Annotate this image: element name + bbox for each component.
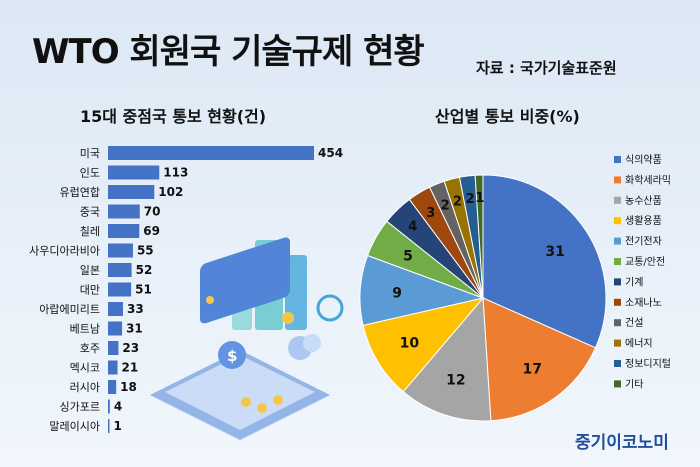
- bar-value-label: 102: [158, 185, 183, 199]
- bar-chart-title: 15대 중점국 통보 현황(건): [80, 107, 267, 126]
- bar: [108, 146, 314, 160]
- bar-category-label: 아랍에미리트: [39, 303, 100, 316]
- pie-slice: [474, 174, 484, 299]
- legend-swatch: [614, 237, 621, 245]
- bar-value-label: 55: [137, 244, 154, 258]
- legend-label: 에너지: [625, 338, 653, 350]
- pie-value-label: 12: [446, 373, 465, 389]
- bar: [108, 399, 110, 414]
- pie-slice: [482, 174, 607, 349]
- bar-category-label: 중국: [80, 206, 100, 219]
- legend-label: 생활용품: [625, 214, 662, 227]
- pie-slice: [482, 297, 597, 422]
- bar: [108, 419, 110, 433]
- bar: [108, 243, 133, 258]
- bar: [108, 360, 118, 375]
- pie-value-label: 2: [466, 192, 475, 207]
- legend-swatch: [614, 360, 621, 367]
- bar: [108, 282, 132, 297]
- bar-value-label: 31: [126, 322, 143, 336]
- legend-swatch: [614, 176, 621, 184]
- legend-swatch: [614, 380, 621, 388]
- bar-category-label: 호주: [80, 342, 100, 355]
- bar-chart: 미국 454 인도 113 유럽연합 102 중국 70 칠레 69 사우디아라비아 55 일본 52 대만…: [29, 146, 343, 433]
- legend-label: 소재나노: [625, 297, 662, 309]
- bar-category-label: 일본: [80, 263, 100, 277]
- bar-value-label: 4: [114, 400, 122, 414]
- bar: [108, 165, 160, 180]
- legend-swatch: [614, 298, 621, 306]
- pie-value-label: 9: [392, 285, 402, 301]
- legend-label: 기계: [625, 276, 643, 288]
- bar: [108, 224, 140, 238]
- bar-category-label: 멕시코: [70, 362, 100, 375]
- bar-category-label: 싱가포르: [60, 401, 100, 414]
- bar-category-label: 미국: [80, 147, 100, 160]
- bar-value-label: 69: [143, 224, 160, 238]
- bar: [108, 204, 140, 219]
- pie-slice: [362, 297, 485, 393]
- pie-legend: 식의약품화학세라믹농수산품생활용품전기전자교통/안전기계소재나노건설에너지정보디…: [614, 154, 671, 390]
- pie-value-label: 2: [453, 194, 462, 209]
- legend-label: 농수산품: [625, 195, 662, 207]
- legend-swatch: [614, 196, 621, 204]
- bar: [108, 321, 123, 336]
- page-title: WTO 회원국 기술규제 현황: [32, 32, 425, 72]
- pie-value-label: 2: [441, 199, 450, 214]
- legend-swatch: [614, 278, 621, 286]
- legend-label: 기타: [625, 378, 643, 390]
- bar: [108, 302, 123, 316]
- bar: [108, 263, 132, 277]
- bar-category-label: 러시아: [70, 381, 100, 394]
- pie-value-label: 17: [523, 362, 542, 378]
- bar-category-label: 베트남: [70, 323, 100, 336]
- bar: [108, 380, 117, 394]
- legend-label: 전기전자: [625, 236, 662, 248]
- bar-category-label: 말레이시아: [49, 420, 100, 433]
- bar-value-label: 113: [163, 166, 188, 180]
- bar-value-label: 70: [144, 205, 161, 219]
- brand-logo-text: 중기이코노미: [575, 433, 669, 453]
- pie-value-label: 3: [426, 206, 435, 221]
- bar-value-label: 1: [114, 419, 122, 433]
- legend-swatch: [614, 156, 621, 163]
- pie-value-label: 10: [400, 336, 420, 352]
- bar-value-label: 21: [122, 361, 139, 375]
- pie-chart-title: 산업별 통보 비중(%): [435, 107, 580, 126]
- bar-value-label: 23: [122, 341, 139, 355]
- legend-label: 교통/안전: [625, 256, 665, 268]
- bar: [108, 341, 119, 355]
- bar-value-label: 33: [127, 302, 144, 316]
- bar-category-label: 대만: [80, 284, 100, 297]
- bar-value-label: 51: [135, 283, 152, 297]
- legend-swatch: [614, 217, 621, 225]
- pie-value-label: 1: [475, 191, 484, 206]
- bar-category-label: 칠레: [80, 225, 100, 238]
- security-illustration: $: [150, 237, 344, 440]
- source-note: 자료 : 국가기술표준원: [476, 59, 617, 77]
- bar-value-label: 18: [120, 380, 137, 394]
- pie-value-label: 4: [408, 220, 417, 235]
- pie-value-label: 31: [545, 244, 564, 260]
- legend-label: 건설: [625, 317, 643, 329]
- legend-label: 화학세라믹: [625, 174, 671, 186]
- legend-label: 식의약품: [625, 154, 662, 166]
- pie-slice: [402, 296, 492, 422]
- bar-category-label: 유럽연합: [60, 185, 100, 199]
- bar: [108, 185, 155, 199]
- bar-category-label: 인도: [80, 167, 100, 180]
- bar-value-label: 52: [136, 263, 153, 277]
- pie-value-label: 5: [403, 249, 413, 265]
- legend-swatch: [614, 319, 621, 327]
- svg-text:$: $: [227, 347, 237, 365]
- bar-value-label: 454: [318, 146, 343, 160]
- bar-category-label: 사우디아라비아: [29, 245, 100, 258]
- legend-swatch: [614, 339, 621, 347]
- legend-label: 정보디지털: [625, 358, 671, 370]
- legend-swatch: [614, 258, 621, 265]
